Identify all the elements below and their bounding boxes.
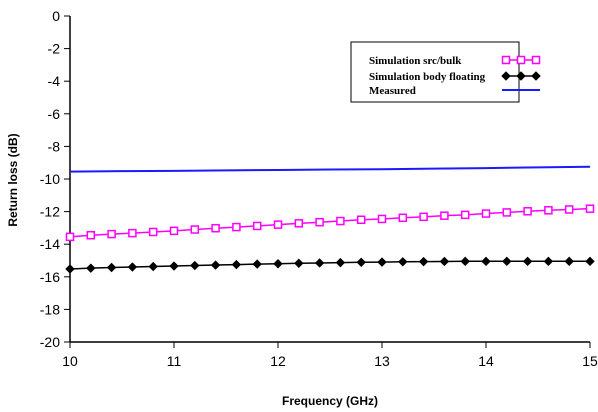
data-point-diamond	[190, 260, 200, 271]
y-tick-label: -12	[40, 204, 60, 220]
data-point-square	[585, 204, 595, 213]
data-point-diamond	[418, 256, 429, 267]
data-point-square	[460, 210, 470, 220]
data-point-diamond	[502, 256, 512, 267]
data-point-square	[501, 55, 511, 65]
y-tick-label: -18	[40, 301, 60, 317]
data-point-diamond	[65, 264, 75, 274]
y-axis-title: Return loss (dB)	[6, 133, 20, 226]
data-point-square	[273, 220, 283, 229]
series-line	[69, 165, 591, 173]
series-1	[65, 204, 595, 242]
data-point-diamond	[314, 258, 325, 268]
data-point-diamond	[564, 256, 574, 267]
legend-label: Simulation src/bulk	[369, 55, 462, 67]
y-axis-ticks: 0 -2 -4 -6 -8 -10 -12 -14 -16 -18 -20	[40, 8, 70, 350]
data-point-square	[336, 216, 345, 226]
data-point-square	[65, 232, 75, 242]
y-tick-label: -6	[48, 106, 61, 122]
data-point-square	[315, 217, 324, 227]
series-2	[65, 256, 595, 274]
x-tick-label: 15	[582, 353, 598, 369]
data-point-diamond	[531, 71, 541, 81]
legend-label: Measured	[369, 85, 416, 97]
data-point-square	[523, 207, 532, 216]
data-point-square	[516, 55, 526, 65]
data-point-diamond	[460, 256, 470, 267]
x-tick-label: 12	[270, 353, 286, 369]
data-point-square	[190, 225, 200, 234]
data-point-diamond	[86, 263, 96, 273]
data-point-square	[544, 206, 553, 215]
x-tick-label: 10	[62, 353, 78, 369]
data-point-diamond	[522, 256, 533, 267]
data-point-square	[232, 222, 241, 232]
data-point-square	[564, 205, 574, 214]
legend-label: Simulation body floating	[369, 71, 486, 83]
legend: Simulation src/bulk Simulation body float…	[350, 41, 541, 103]
y-tick-label: 0	[52, 8, 60, 24]
data-point-square	[398, 213, 408, 223]
data-point-diamond	[231, 259, 242, 270]
y-tick-label: -2	[48, 41, 61, 57]
data-point-diamond	[501, 71, 511, 81]
data-point-square	[377, 214, 387, 224]
x-tick-label: 13	[374, 353, 390, 369]
data-point-square	[502, 208, 512, 217]
data-point-square	[107, 229, 116, 239]
data-point-diamond	[210, 260, 221, 270]
data-point-diamond	[273, 259, 283, 269]
data-point-diamond	[481, 256, 491, 267]
data-point-diamond	[439, 256, 450, 267]
x-tick-label: 11	[167, 353, 182, 369]
data-point-diamond	[106, 262, 117, 273]
y-tick-label: -10	[40, 171, 60, 187]
data-point-diamond	[148, 261, 158, 272]
y-tick-label: -20	[40, 334, 60, 350]
data-point-square	[86, 230, 96, 240]
data-point-square	[531, 55, 541, 65]
data-point-diamond	[294, 258, 304, 268]
data-point-diamond	[169, 261, 179, 271]
data-point-square	[148, 227, 158, 237]
series-3	[69, 165, 591, 173]
data-point-square	[211, 223, 220, 233]
y-tick-label: -4	[48, 73, 61, 89]
data-point-square	[128, 228, 137, 238]
legend-box	[350, 41, 520, 103]
x-axis-title: Frequency (GHz)	[282, 394, 378, 408]
data-point-square	[294, 219, 304, 228]
data-point-square	[440, 211, 449, 220]
data-point-diamond	[335, 257, 346, 268]
x-tick-label: 14	[478, 353, 494, 369]
data-point-diamond	[252, 259, 262, 269]
data-point-diamond	[543, 256, 554, 267]
data-point-diamond	[356, 257, 366, 268]
data-point-diamond	[516, 71, 526, 81]
data-point-square	[356, 215, 366, 224]
data-point-square	[419, 212, 428, 222]
data-point-diamond	[585, 256, 595, 267]
y-tick-label: -14	[40, 236, 60, 252]
data-point-square	[169, 226, 179, 236]
y-tick-label: -8	[48, 138, 61, 154]
data-series	[65, 165, 595, 274]
data-point-diamond	[377, 257, 387, 267]
y-tick-label: -16	[40, 269, 60, 285]
data-point-square	[481, 209, 491, 218]
x-axis-ticks: 10 11 12 13 14 15	[62, 342, 598, 369]
data-point-diamond	[127, 262, 138, 272]
data-point-diamond	[398, 257, 408, 267]
data-point-square	[252, 221, 262, 231]
